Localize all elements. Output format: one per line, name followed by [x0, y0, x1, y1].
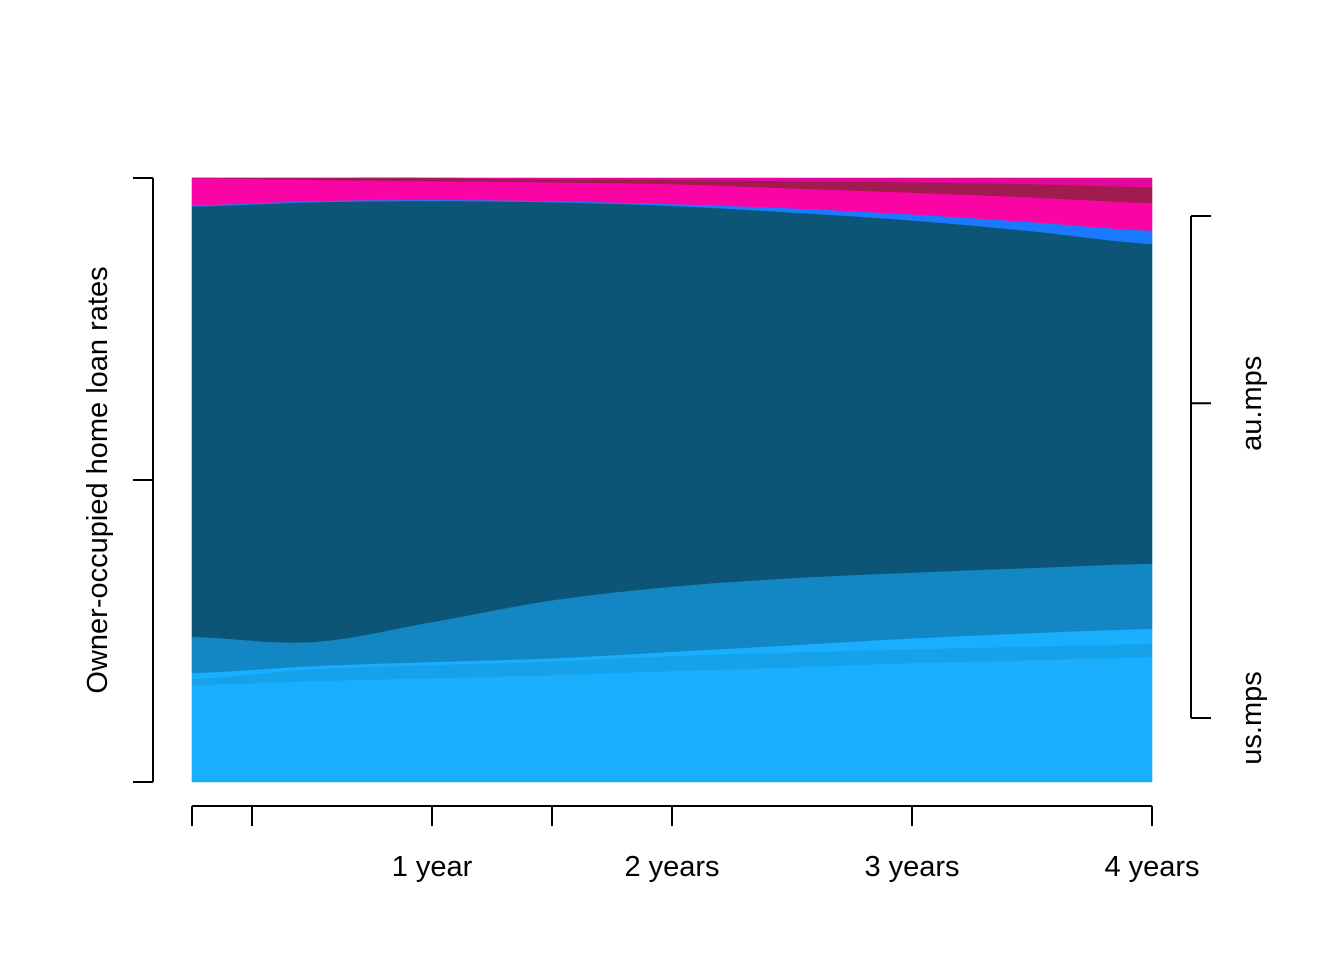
x-axis: 1 year 2 years 3 years 4 years	[191, 805, 1200, 883]
y-axis-right: us.mps au.mps	[1190, 215, 1268, 765]
y-axis-label: Owner-occupied home loan rates	[82, 266, 114, 693]
area-layers	[191, 177, 1153, 783]
right-axis-label: au.mps	[1236, 356, 1268, 451]
x-tick-label: 2 years	[624, 851, 719, 883]
x-tick-label: 4 years	[1104, 851, 1199, 883]
y-axis-left	[133, 177, 154, 783]
area-layer-9	[192, 177, 1153, 188]
x-tick-label: 3 years	[864, 851, 959, 883]
x-tick-label: 1 year	[392, 851, 473, 883]
right-axis-label: us.mps	[1236, 671, 1268, 764]
